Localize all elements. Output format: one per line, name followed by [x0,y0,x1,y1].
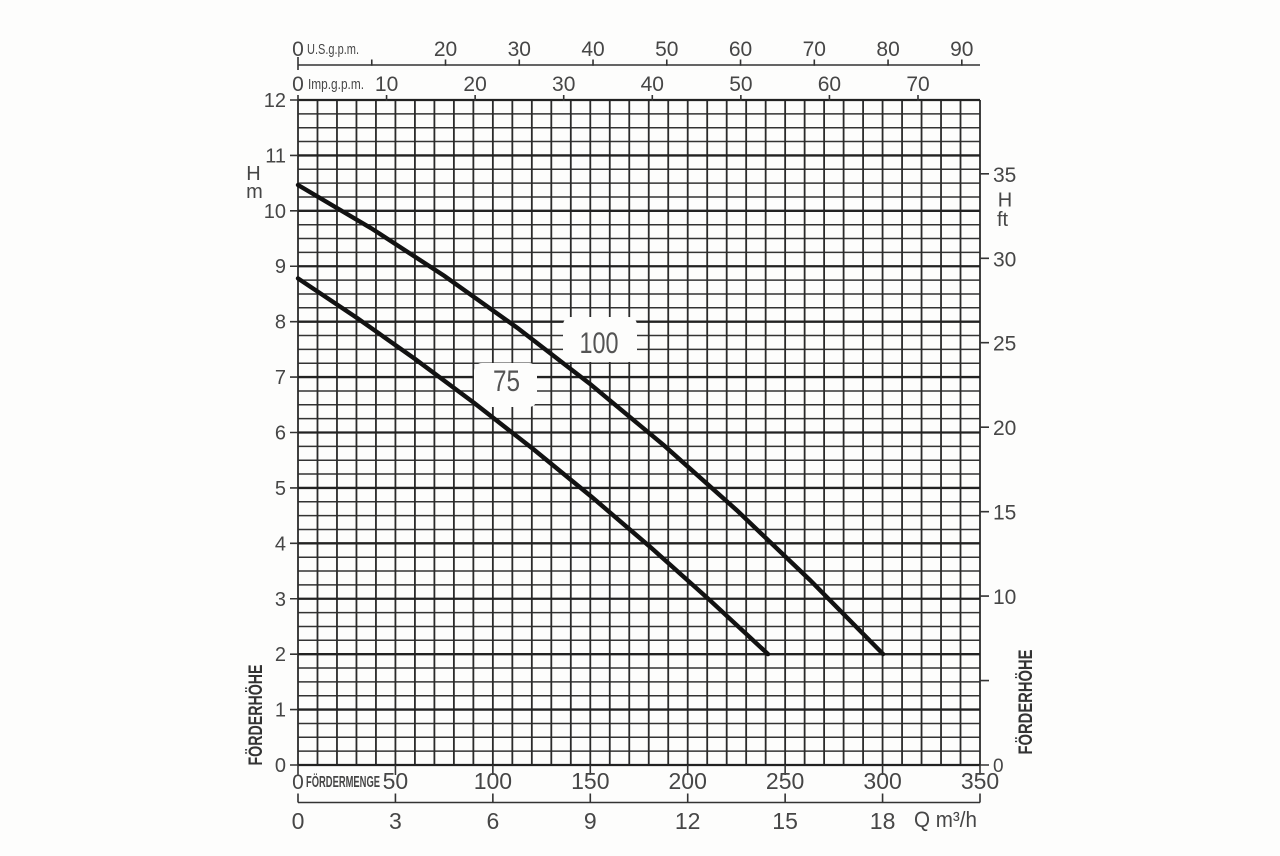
svg-text:m: m [246,181,263,203]
svg-text:U.S.g.p.m.: U.S.g.p.m. [307,41,359,58]
svg-text:50: 50 [729,73,752,96]
svg-text:9: 9 [275,256,286,278]
svg-text:H: H [246,163,260,185]
svg-text:35: 35 [993,164,1016,187]
svg-text:25: 25 [993,333,1016,356]
svg-text:3: 3 [389,808,402,834]
svg-text:FÖRDERMENGE: FÖRDERMENGE [306,772,380,791]
svg-text:20: 20 [463,73,486,96]
svg-text:7: 7 [275,367,286,389]
svg-text:60: 60 [729,38,752,61]
svg-text:2: 2 [275,644,286,666]
svg-text:18: 18 [870,808,896,834]
svg-text:10: 10 [993,586,1016,609]
svg-text:100: 100 [580,327,619,360]
svg-text:H: H [998,190,1012,212]
svg-text:15: 15 [772,808,798,834]
svg-text:100: 100 [474,768,512,794]
svg-text:8: 8 [275,312,286,334]
svg-text:70: 70 [906,73,929,96]
svg-text:Q m³/h: Q m³/h [914,807,977,832]
svg-text:40: 40 [581,38,604,61]
svg-text:12: 12 [264,90,286,112]
svg-text:1: 1 [275,700,286,722]
svg-text:6: 6 [487,808,500,834]
svg-text:30: 30 [993,248,1016,271]
svg-text:300: 300 [863,768,901,794]
svg-text:50: 50 [383,768,409,794]
svg-text:60: 60 [818,73,841,96]
svg-text:30: 30 [552,73,575,96]
svg-text:20: 20 [434,38,457,61]
svg-text:0: 0 [275,755,286,777]
svg-text:0: 0 [292,808,305,834]
svg-text:3: 3 [275,589,286,611]
svg-text:FÖRDERHÖHE: FÖRDERHÖHE [246,665,267,766]
svg-text:250: 250 [766,768,804,794]
svg-text:Imp.g.p.m.: Imp.g.p.m. [308,76,364,93]
svg-text:15: 15 [993,502,1016,525]
svg-text:75: 75 [493,365,520,398]
svg-text:50: 50 [655,38,678,61]
svg-text:0: 0 [292,38,304,61]
svg-text:10: 10 [375,73,398,96]
svg-text:4: 4 [275,533,286,555]
svg-text:FÖRDERHÖHE: FÖRDERHÖHE [1016,650,1037,755]
svg-text:12: 12 [675,808,701,834]
svg-text:10: 10 [264,201,286,223]
svg-text:6: 6 [275,423,286,445]
svg-text:5: 5 [275,478,286,500]
svg-text:40: 40 [641,73,664,96]
svg-text:0: 0 [993,756,1004,777]
svg-text:11: 11 [265,145,286,167]
svg-text:20: 20 [993,417,1016,440]
svg-text:80: 80 [876,38,899,61]
svg-text:90: 90 [950,38,973,61]
svg-text:9: 9 [584,808,597,834]
svg-text:70: 70 [803,38,826,61]
svg-text:0: 0 [292,771,304,794]
svg-text:30: 30 [508,38,531,61]
svg-text:150: 150 [571,768,609,794]
svg-text:0: 0 [292,73,304,96]
svg-text:350: 350 [961,768,999,794]
svg-text:ft: ft [997,209,1009,231]
svg-text:200: 200 [669,768,707,794]
